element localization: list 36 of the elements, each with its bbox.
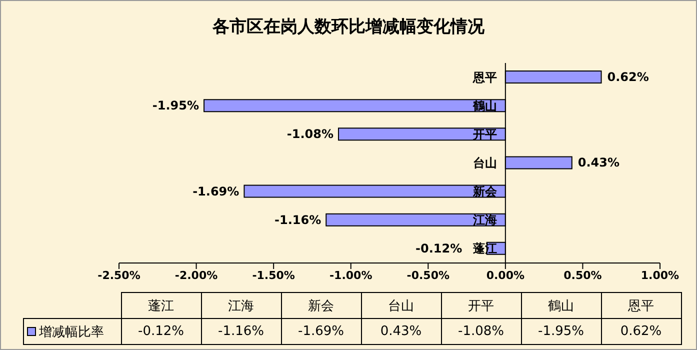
data-label: -1.95% (152, 98, 200, 113)
x-tick-label: -2.50% (98, 268, 140, 282)
category-label: 鶴山 (548, 298, 574, 314)
x-tick-label: -1.50% (252, 268, 295, 282)
y-tick-label: 新会 (472, 184, 498, 199)
data-label: -1.16% (274, 212, 322, 227)
y-tick-label: 鶴山 (472, 98, 498, 113)
y-tick-label: 台山 (473, 156, 498, 170)
y-tick-label: 恩平 (472, 70, 498, 84)
data-label: 0.43% (578, 156, 620, 170)
x-tick-label: -2.00% (174, 268, 218, 282)
text: -1.08% (458, 324, 504, 339)
data-label: 0.62% (607, 70, 649, 84)
category-label: 江海 (228, 298, 254, 314)
y-tick-label: 江海 (472, 213, 498, 228)
y-tick-label: 开平 (472, 127, 498, 142)
text: -0.12% (138, 324, 184, 339)
x-tick-label: 0.50% (564, 268, 602, 282)
x-tick-label: 0.00% (486, 268, 525, 282)
category-label: 恩平 (628, 298, 654, 314)
x-tick-label: 1.00% (640, 268, 680, 282)
text: -1.16% (218, 324, 264, 339)
text: -1.69% (298, 324, 344, 339)
data-label: -1.69% (192, 184, 240, 198)
text: -1.95% (538, 324, 584, 339)
category-label: 新会 (308, 298, 334, 314)
chart-title: 各市区在岗人数环比增减幅变化情况 (211, 16, 486, 38)
legend-label: 增减幅比率 (24, 318, 121, 344)
text: 0.62% (620, 324, 662, 339)
data-label: -0.12% (416, 241, 462, 256)
category-label: 蓬江 (148, 298, 174, 314)
category-label: 台山 (388, 298, 414, 314)
data-label: -1.08% (286, 127, 334, 142)
x-tick-label: -0.50% (406, 268, 450, 282)
text: 0.43% (380, 324, 422, 339)
x-tick-label: -1.00% (329, 268, 372, 282)
